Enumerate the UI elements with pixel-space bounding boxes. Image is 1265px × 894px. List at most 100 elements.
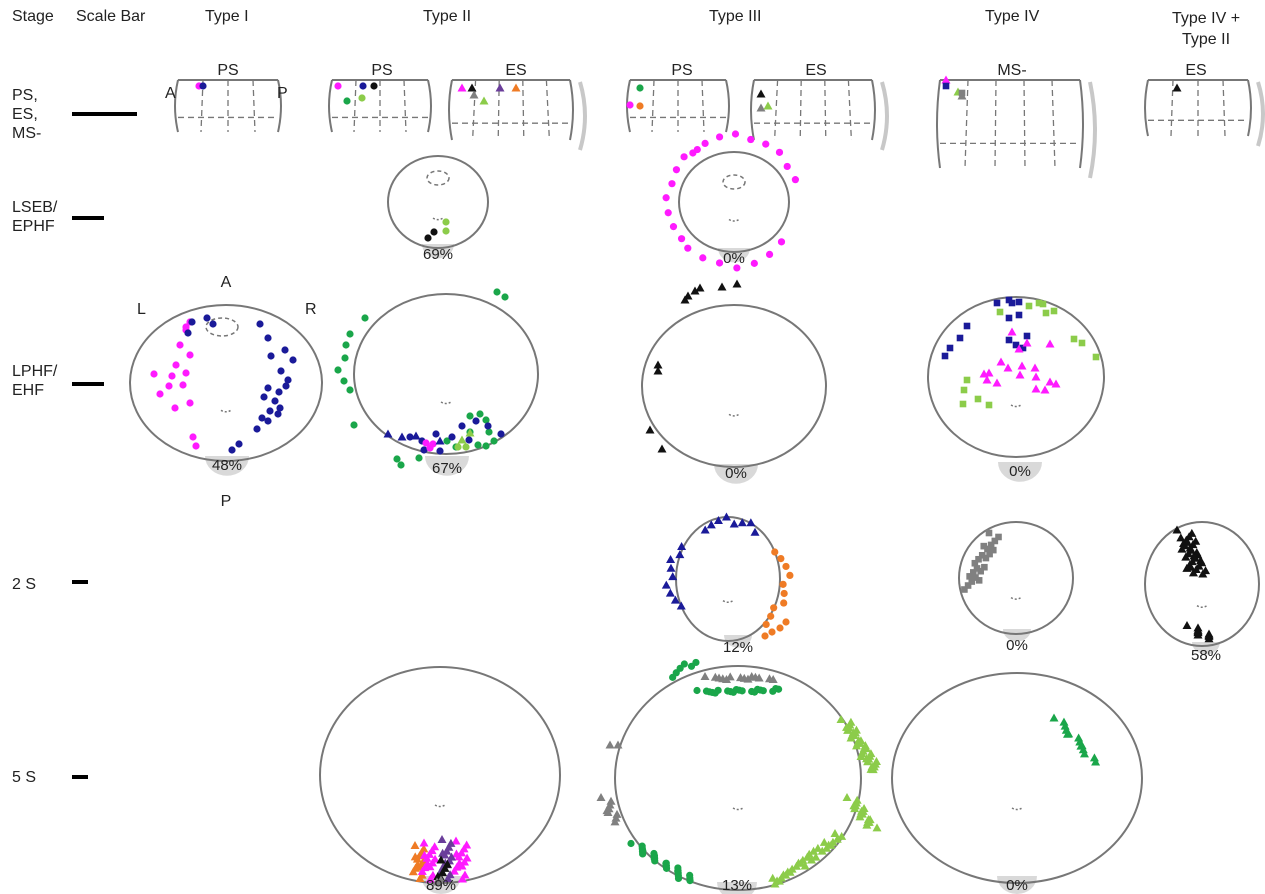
header-type-iv: Type IV [985,8,1040,25]
cell-dot [686,877,694,885]
cell-triangle [602,806,612,815]
cell-dot [782,618,790,626]
cell-triangle [1031,384,1041,393]
embryo-outline [614,665,862,894]
cell-dot [747,135,755,144]
cell-dot [668,180,676,188]
cell-dot [699,254,707,262]
cell-square [1050,307,1058,315]
percent-t3-lphf: 0% [725,465,747,482]
cell-triangle [862,754,872,763]
cell-triangle [982,375,992,384]
cell-dot [168,372,176,380]
cell-triangle [836,715,846,723]
axis-label-r: R [305,301,317,318]
cell-triangle [1049,713,1059,722]
cell-square [995,533,1002,541]
cell-dot [171,404,179,412]
percent-t2-5s: 89% [426,877,456,894]
cell-square [985,401,993,409]
cell-dot [442,227,450,235]
node-mark [1196,605,1208,608]
cell-dot [424,234,432,242]
cell-triangle [832,834,842,843]
cell-triangle [992,378,1002,387]
cell-dot [626,101,634,109]
cell-dot [680,660,688,668]
embryo-streak-schematic [328,79,432,133]
cell-dot [701,139,709,148]
cell-triangle [425,874,435,883]
cell-dot [501,293,509,301]
label-es-type3: ES [805,62,826,79]
cell-dot [731,130,740,138]
cell-triangle [756,103,766,112]
cell-square [975,577,983,584]
cell-dot [260,393,268,401]
cell-triangle [717,282,727,291]
cell-dot [274,410,282,418]
cell-square [977,567,984,575]
cell-triangle [785,867,795,876]
cell-triangle [721,512,731,521]
cell-square [971,559,979,567]
cell-triangle [436,855,446,864]
cell-dot [209,320,217,328]
cell-square [993,299,1001,307]
cell-triangle [668,572,678,581]
cell-dot [334,366,342,374]
cell-dot [777,554,785,563]
cell-dot [466,412,474,420]
cell-square [991,537,999,545]
cell-triangle [415,874,425,882]
cell-triangle [791,861,801,870]
cell-dot [791,176,799,184]
cell-dot [465,436,473,444]
cell-triangle [763,101,773,110]
cell-dot [264,417,272,425]
cell-triangle [1014,344,1024,353]
cell-triangle [984,368,994,377]
embryo-outline [353,293,539,476]
cell-dot [343,97,351,105]
cell-triangle [1007,327,1017,336]
cell-dot [165,382,173,390]
cell-triangle [680,295,690,304]
cell-dot [662,194,670,202]
cell-triangle [746,518,756,527]
cell-dot [664,209,672,217]
cell-dot [340,377,348,385]
cell-square [974,395,982,403]
cell-square [1078,339,1086,347]
cell-dot [484,422,492,430]
percent-t42-2s: 58% [1191,647,1221,664]
row-label-5s: 5 S [12,769,37,786]
cell-dot [397,461,405,469]
percentage-shadow [998,462,1042,482]
cell-triangle [1051,379,1061,388]
percent-t1-lphf: 48% [212,457,242,474]
cell-dot [422,439,430,447]
cell-triangle [849,801,859,810]
cell-triangle [676,601,686,610]
label-es-type2: ES [505,62,526,79]
cell-triangle [410,841,420,849]
cell-triangle [653,366,663,375]
cell-dot [715,259,724,267]
cell-dot [474,441,482,449]
cell-dot [186,351,194,359]
node-mark [440,401,452,405]
cell-triangle [802,852,812,861]
cell-dot [176,341,184,349]
cell-dot [156,390,164,398]
percent-t4-lphf: 0% [1009,463,1031,480]
cell-triangle [511,83,521,92]
embryo-circle [641,304,827,468]
cell-triangle [435,436,445,445]
cell-triangle [690,286,700,295]
percent-t3-5s: 13% [722,877,752,894]
cell-triangle [862,820,872,829]
embryo-streak-schematic [936,79,1097,179]
cell-square [981,563,988,571]
scale-bar-lphf [72,382,104,386]
